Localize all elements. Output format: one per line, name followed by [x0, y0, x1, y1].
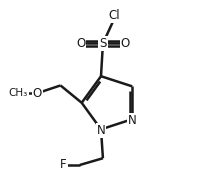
Text: N: N: [97, 124, 105, 137]
Text: S: S: [99, 37, 107, 50]
Text: CH₃: CH₃: [9, 88, 28, 98]
Text: O: O: [76, 37, 85, 50]
Text: O: O: [33, 87, 42, 100]
Text: N: N: [128, 114, 137, 127]
Text: O: O: [120, 37, 130, 50]
Text: Cl: Cl: [109, 9, 120, 22]
Text: F: F: [60, 158, 67, 171]
Text: methoxy: methoxy: [13, 93, 20, 94]
Text: methoxy_placeholder: methoxy_placeholder: [15, 91, 31, 93]
